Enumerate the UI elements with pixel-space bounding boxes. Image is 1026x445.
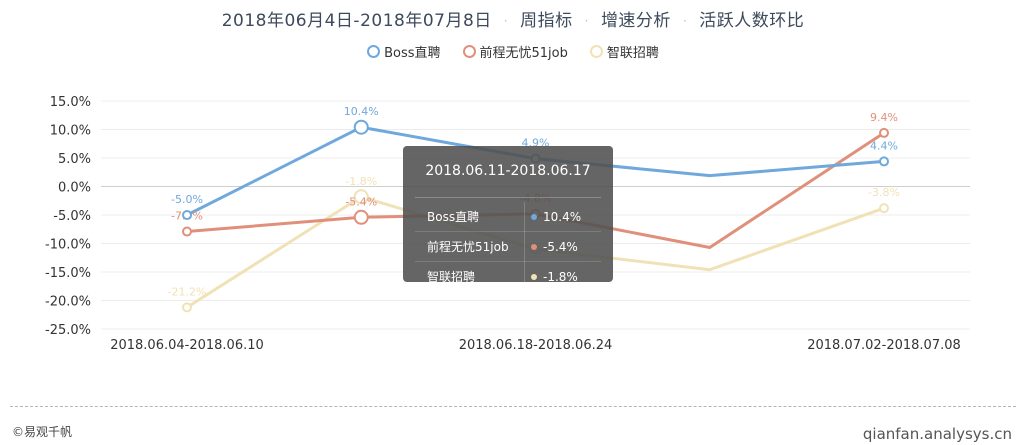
y-tick-label: 0.0% — [58, 181, 91, 196]
data-point — [353, 119, 369, 135]
chart-tooltip: 2018.06.11-2018.06.17 Boss直聘 10.4% 前程无忧5… — [403, 146, 613, 291]
y-tick-label: -15.0% — [45, 266, 91, 281]
data-label: -21.2% — [168, 285, 207, 298]
tooltip-dot-boss — [531, 214, 537, 220]
title-separator: · — [503, 14, 509, 28]
data-point — [353, 209, 369, 225]
legend-item-qiancheng[interactable]: 前程无忧51job — [462, 42, 568, 61]
title-analysis-type: 增速分析 — [600, 11, 671, 31]
tooltip-series-value-cell: -5.4% — [524, 231, 601, 262]
title-separator: · — [682, 14, 688, 28]
y-tick-label: 10.0% — [50, 124, 91, 139]
data-label: -3.8% — [868, 186, 900, 199]
legend-item-zhilian[interactable]: 智联招聘 — [589, 42, 659, 61]
footer-divider — [10, 406, 1016, 407]
data-label: -5.4% — [345, 195, 377, 208]
legend-swatch-qiancheng — [462, 45, 476, 58]
tooltip-series-name: 前程无忧51job — [415, 231, 525, 262]
legend-label-zhilian: 智联招聘 — [606, 46, 659, 61]
y-tick-label: -5.0% — [53, 209, 91, 224]
chart-legend: Boss直聘 前程无忧51job 智联招聘 — [0, 42, 1026, 61]
tooltip-dot-zhilian — [531, 274, 537, 280]
x-tick-label: 2018.07.02-2018.07.08 — [807, 338, 961, 353]
tooltip-series-value: -5.4% — [543, 239, 578, 254]
title-date-range: 2018年06月4日-2018年07月8日 — [221, 11, 492, 31]
title-metric-period: 周指标 — [520, 11, 573, 31]
legend-swatch-zhilian — [589, 45, 603, 58]
data-label: -1.8% — [345, 175, 377, 188]
tooltip-series-value-cell: -1.8% — [525, 262, 602, 292]
data-label: 10.4% — [344, 105, 379, 118]
y-tick-label: -20.0% — [45, 295, 91, 310]
data-point — [182, 226, 192, 237]
footer-url: qianfan.analysys.cn — [862, 425, 1012, 443]
tooltip-series-value: 10.4% — [543, 209, 582, 224]
title-metric-name: 活跃人数环比 — [699, 11, 805, 31]
y-tick-label: -25.0% — [45, 323, 91, 338]
data-label: 4.4% — [870, 139, 898, 152]
y-tick-label: 15.0% — [50, 95, 91, 110]
legend-swatch-boss — [367, 45, 381, 58]
data-point — [879, 156, 889, 167]
tooltip-header: 2018.06.11-2018.06.17 — [415, 146, 601, 198]
title-separator: · — [584, 14, 589, 28]
legend-label-qiancheng: 前程无忧51job — [479, 46, 568, 61]
tooltip-row: 前程无忧51job -5.4% — [415, 231, 601, 262]
data-point — [879, 203, 889, 214]
footer-copyright: ©易观千帆 — [12, 425, 73, 439]
tooltip-series-name: Boss直聘 — [415, 202, 525, 232]
tooltip-row: Boss直聘 10.4% — [415, 202, 601, 232]
tooltip-row: 智联招聘 -1.8% — [415, 261, 602, 292]
data-point — [182, 210, 192, 220]
legend-label-boss: Boss直聘 — [384, 46, 441, 61]
y-tick-label: 5.0% — [58, 152, 91, 167]
tooltip-series-name: 智联招聘 — [415, 261, 525, 291]
legend-item-boss[interactable]: Boss直聘 — [367, 42, 441, 61]
tooltip-table: Boss直聘 10.4% 前程无忧51job -5.4% 智联招聘 -1.8% — [415, 202, 601, 291]
tooltip-series-value: -1.8% — [543, 269, 578, 284]
data-point — [879, 127, 889, 138]
data-point — [353, 189, 369, 205]
x-tick-label: 2018.06.18-2018.06.24 — [459, 338, 613, 353]
tooltip-series-value-cell: 10.4% — [524, 202, 601, 232]
data-label: 9.4% — [870, 111, 898, 124]
tooltip-dot-qiancheng — [531, 244, 537, 250]
data-point — [182, 302, 192, 313]
x-tick-label: 2018.06.04-2018.06.10 — [110, 338, 264, 353]
chart-title: 2018年06月4日-2018年07月8日 · 周指标 · 增速分析 · 活跃人数环比 — [0, 6, 1026, 31]
y-tick-label: -10.0% — [45, 238, 91, 253]
data-label: -5.0% — [171, 193, 203, 206]
